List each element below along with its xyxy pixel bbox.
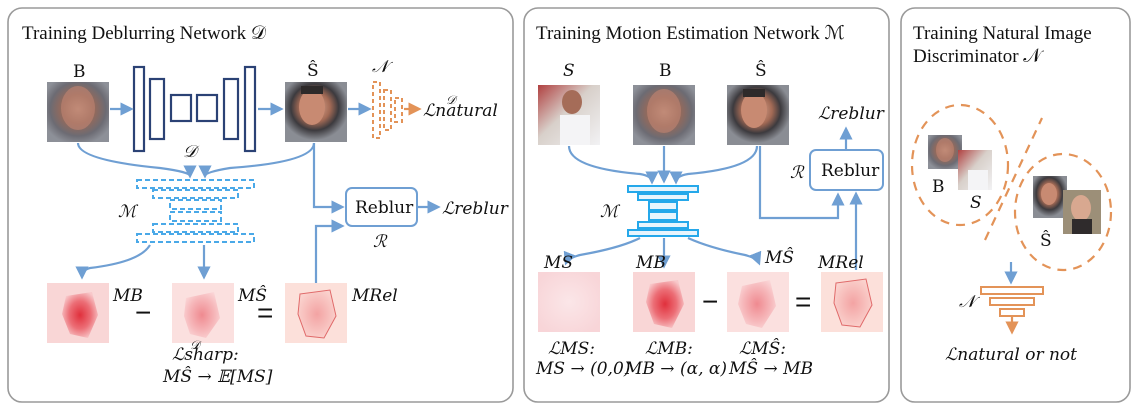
panel2-title: Training Motion Estimation Network ℳ (536, 23, 845, 44)
reblur-op-symbol-2: ℛ (790, 163, 805, 183)
s-label: S (563, 61, 575, 81)
deblurred-image-shat (727, 85, 789, 145)
disc-s-label: S (970, 193, 982, 213)
b-label: B (659, 61, 672, 81)
minus-op-2: − (702, 286, 718, 317)
mb-label-2: MB (635, 253, 666, 273)
blurred-image-b (633, 85, 695, 145)
motion-map-mb (47, 283, 109, 343)
panel3-title-line1: Training Natural Image (913, 23, 1092, 44)
decision-boundary (984, 117, 1043, 241)
panel-discriminator (900, 7, 1131, 403)
deblurred-output-image (285, 82, 347, 142)
deblur-net-symbol: 𝒟 (183, 142, 200, 162)
mshat-label: MŜ (237, 285, 267, 306)
mrel-label: MRel (351, 286, 398, 306)
loss-mb: ℒMB: (645, 339, 693, 359)
output-shat-label: Ŝ (307, 60, 319, 81)
arrow-m-to-mb (75, 244, 151, 280)
motion-map-mrel (285, 283, 347, 343)
arrow-shat-to-m (198, 142, 316, 179)
mrel-label-2: MRel (817, 253, 864, 273)
panel-motion-estimation (523, 7, 890, 403)
equals-op: = (257, 297, 273, 328)
loss-mshat-rule: MŜ → MB (728, 358, 813, 379)
loss-reblur-2: ℒreblur (818, 104, 885, 124)
motion-network-m-frozen (136, 179, 255, 243)
real-set-ellipse (910, 103, 1010, 227)
motion-map-mrel-2 (821, 272, 883, 332)
mshat-label-2: MŜ (764, 247, 794, 268)
loss-sharp-sup: 𝒟 (190, 338, 202, 352)
loss-sharp: ℒsharp: (172, 345, 239, 365)
deblurring-network-d (132, 65, 257, 153)
arrow-shat-to-reblur (312, 143, 345, 214)
loss-natural-sup: 𝒟 (446, 93, 458, 107)
arrow-m-to-mshat2 (687, 236, 762, 266)
arrow-m-to-ms (563, 237, 641, 266)
motion-map-mshat (172, 283, 234, 343)
loss-ms: ℒMS: (548, 339, 595, 359)
reblur-label: Reblur (355, 198, 414, 218)
disc-natural-image (1063, 190, 1101, 234)
discriminator-n-frozen (372, 81, 403, 139)
motion-net-symbol-2: ℳ (600, 202, 621, 222)
sharp-image-s (538, 85, 600, 145)
disc-b-label: B (932, 177, 945, 197)
shat-label: Ŝ (755, 60, 767, 81)
loss-mshat: ℒMŜ: (739, 338, 786, 359)
discriminator-n-trainable (980, 286, 1044, 317)
disc-deblurred-image (1033, 176, 1067, 218)
fake-set-ellipse (1013, 152, 1113, 272)
mb-label: MB (112, 286, 143, 306)
disc-blurred-image (928, 135, 962, 169)
reblur-label-2: Reblur (821, 161, 880, 181)
loss-ms-rule: MS → (0,0) (535, 359, 630, 379)
motion-net-symbol: ℳ (118, 202, 139, 222)
input-b-label: B (73, 62, 86, 82)
blurred-input-image (47, 82, 109, 142)
disc-sharp-image (958, 150, 992, 190)
arrow-b-to-m (76, 142, 197, 179)
arrow-shat-to-reblur2 (758, 146, 845, 220)
motion-network-m-trainable (627, 185, 699, 237)
panel1-title: Training Deblurring Network 𝒟 (22, 23, 267, 44)
loss-natural-or-not: ℒnatural or not (945, 345, 1077, 365)
ms-label: MS (543, 253, 573, 273)
reblur-box-2 (809, 149, 884, 191)
arrow-shat-to-m2 (669, 145, 759, 185)
motion-map-ms (538, 272, 600, 332)
reblur-box (345, 187, 418, 227)
arrow-s-to-m (567, 145, 659, 185)
loss-sharp-rule: MŜ → 𝔼[MS] (162, 366, 273, 387)
equals-op-2: = (795, 286, 811, 317)
loss-natural: ℒnatural (423, 101, 498, 121)
motion-map-mshat-2 (727, 272, 789, 332)
arrow-mrel-to-reblur (314, 219, 345, 285)
reblur-op-symbol: ℛ (373, 232, 388, 252)
loss-mb-rule: MB → (α, α) (624, 359, 727, 379)
panel3-title-line2: Discriminator 𝒩 (913, 46, 1044, 67)
motion-map-mb-2 (633, 272, 695, 332)
loss-reblur: ℒreblur (442, 199, 509, 219)
disc-shat-label: Ŝ (1040, 230, 1052, 251)
minus-op: − (135, 297, 151, 328)
